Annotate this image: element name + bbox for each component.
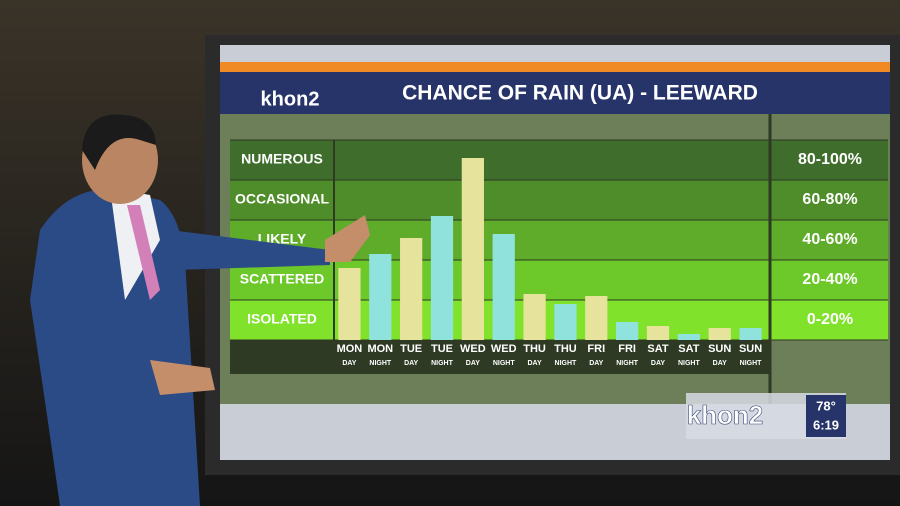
x-tick-sublabel: DAY — [713, 360, 727, 367]
plot: NUMEROUS 80-100%OCCASIONAL 60-80%LIKELY 40-… — [230, 114, 888, 404]
x-tick-sublabel: DAY — [589, 360, 603, 367]
label-strip — [230, 340, 770, 374]
header-logo: khon2 — [261, 88, 320, 110]
x-tick-label: WED — [460, 343, 486, 355]
x-tick-label: THU — [523, 343, 546, 355]
x-tick-label: FRI — [587, 343, 605, 355]
presenter-arm — [170, 230, 330, 270]
band-label: OCCASIONAL — [235, 191, 330, 207]
presenter-suit — [30, 189, 200, 506]
bug-logo: khon2 — [687, 400, 764, 430]
band-range: 40-60% — [802, 231, 857, 248]
band-range: 60-80% — [802, 191, 857, 208]
x-tick-sublabel: NIGHT — [369, 360, 392, 367]
header-stripe — [220, 62, 890, 72]
bar — [739, 328, 762, 340]
band-label: NUMEROUS — [241, 151, 323, 167]
x-tick-sublabel: NIGHT — [678, 360, 701, 367]
x-tick-sublabel: NIGHT — [555, 360, 578, 367]
bar — [400, 238, 423, 340]
x-tick-sublabel: NIGHT — [493, 360, 516, 367]
presenter-hand — [325, 215, 370, 262]
labels: MON DAY MON NIGHT TUE DAY TUE NIGHT WED DAY WED NIG… — [337, 343, 763, 367]
bar — [646, 326, 670, 340]
x-tick-sublabel: NIGHT — [431, 360, 454, 367]
x-tick-label: FRI — [618, 343, 636, 355]
x-tick-label: SUN — [739, 343, 762, 355]
bar — [616, 322, 639, 340]
bar — [708, 328, 731, 340]
bar — [677, 334, 700, 340]
presenter — [30, 114, 370, 506]
band-range: 20-40% — [802, 271, 857, 288]
presenter-tie — [127, 205, 160, 300]
band-range: 80-100% — [798, 151, 862, 168]
x-tick-label: THU — [554, 343, 577, 355]
band-label: SCATTERED — [240, 271, 325, 287]
bar — [338, 268, 361, 340]
presenter-shirt — [110, 188, 160, 300]
bar — [492, 234, 515, 340]
x-tick-label: TUE — [431, 343, 453, 355]
band-label: ISOLATED — [247, 311, 317, 327]
band — [230, 260, 888, 300]
x-tick-sublabel: DAY — [466, 360, 480, 367]
x-tick-sublabel: NIGHT — [740, 360, 763, 367]
header-bar — [220, 72, 890, 114]
bar — [461, 158, 484, 340]
x-tick-sublabel: DAY — [651, 360, 665, 367]
chart-title: CHANCE OF RAIN (UA) - LEEWARD — [402, 82, 758, 105]
band — [230, 140, 888, 180]
bar — [523, 294, 546, 340]
x-tick-label: TUE — [400, 343, 422, 355]
x-tick-sublabel: DAY — [342, 360, 356, 367]
bug-info-box — [806, 395, 846, 437]
x-tick-label: WED — [491, 343, 517, 355]
x-tick-sublabel: DAY — [528, 360, 542, 367]
x-tick-label: SAT — [647, 343, 668, 355]
band-range: 0-20% — [807, 311, 853, 328]
temperature: 78° — [816, 398, 836, 413]
presenter-lower-hand — [150, 360, 215, 395]
x-tick-label: MON — [337, 343, 363, 355]
bar — [430, 216, 454, 340]
presenter-hair — [82, 114, 156, 170]
x-tick-label: SUN — [708, 343, 731, 355]
bar — [585, 296, 608, 340]
x-tick-sublabel: NIGHT — [616, 360, 639, 367]
x-tick-label: MON — [367, 343, 393, 355]
bar — [554, 304, 577, 340]
bar — [369, 254, 392, 340]
x-tick-label: SAT — [678, 343, 699, 355]
time: 6:19 — [813, 417, 839, 432]
x-tick-sublabel: DAY — [404, 360, 418, 367]
band — [230, 180, 888, 220]
